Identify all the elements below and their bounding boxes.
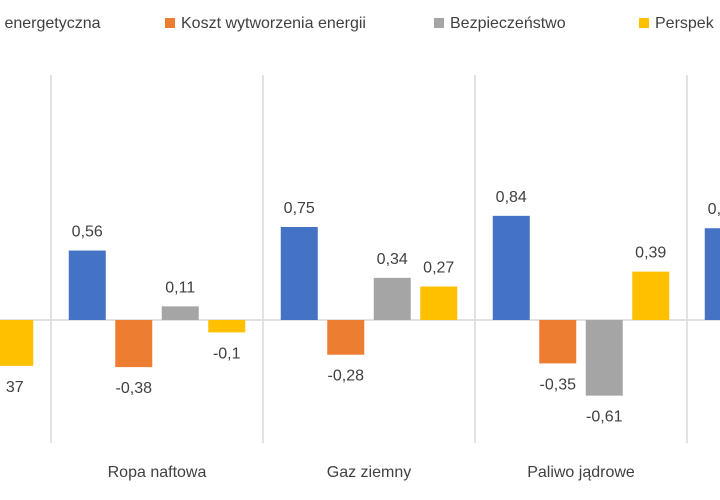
bar: [704, 228, 720, 320]
data-label: 0,84: [496, 189, 527, 206]
bar: [208, 320, 246, 333]
bars: [0, 215, 720, 396]
bar: [115, 320, 153, 368]
bar: [327, 320, 365, 355]
legend: ć energetyczna Koszt wytworzenia energii B…: [0, 15, 715, 32]
data-label: 0,56: [72, 224, 103, 241]
legend-label: Bezpieczeństwo: [450, 15, 566, 32]
legend-swatch: [639, 18, 649, 28]
legend-label: ć energetyczna: [0, 15, 101, 32]
category-label: Paliwo jądrowe: [527, 464, 635, 481]
data-label: -0,28: [328, 368, 365, 385]
category-label: Ropa naftowa: [108, 464, 207, 481]
bar: [420, 286, 458, 320]
data-label: 0,34: [377, 251, 408, 268]
data-label: -0,61: [586, 409, 623, 426]
data-label: 0,27: [423, 260, 454, 277]
data-label: -0,1: [213, 345, 241, 362]
data-label: -0,38: [116, 380, 153, 397]
data-labels: 0,56 0,75 0,84 0,74 -0,38 -0,28 -0,35 0,11 0,34 -…: [6, 189, 720, 426]
data-label: 0,11: [165, 279, 195, 296]
data-label: 37: [6, 379, 24, 396]
data-label: 0,75: [284, 200, 315, 217]
bar: [373, 277, 411, 320]
bar: [585, 320, 623, 396]
bar: [632, 271, 670, 320]
legend-swatch: [434, 18, 444, 28]
legend-label: Koszt wytworzenia energii: [181, 15, 366, 32]
bar: [539, 320, 577, 364]
bar: [0, 320, 34, 366]
bar: [492, 215, 530, 320]
category-labels: Ropa naftowa Gaz ziemny Paliwo jądrowe: [108, 464, 635, 481]
bar: [280, 227, 318, 320]
legend-label: Perspek: [655, 15, 715, 32]
data-label: -0,35: [540, 376, 577, 393]
data-label: 0,74: [708, 201, 720, 218]
bar: [161, 306, 199, 320]
category-label: Gaz ziemny: [327, 464, 411, 481]
data-label: 0,39: [635, 245, 666, 262]
category-separators: [50, 75, 688, 443]
bar: [68, 250, 106, 320]
legend-swatch: [165, 18, 175, 28]
